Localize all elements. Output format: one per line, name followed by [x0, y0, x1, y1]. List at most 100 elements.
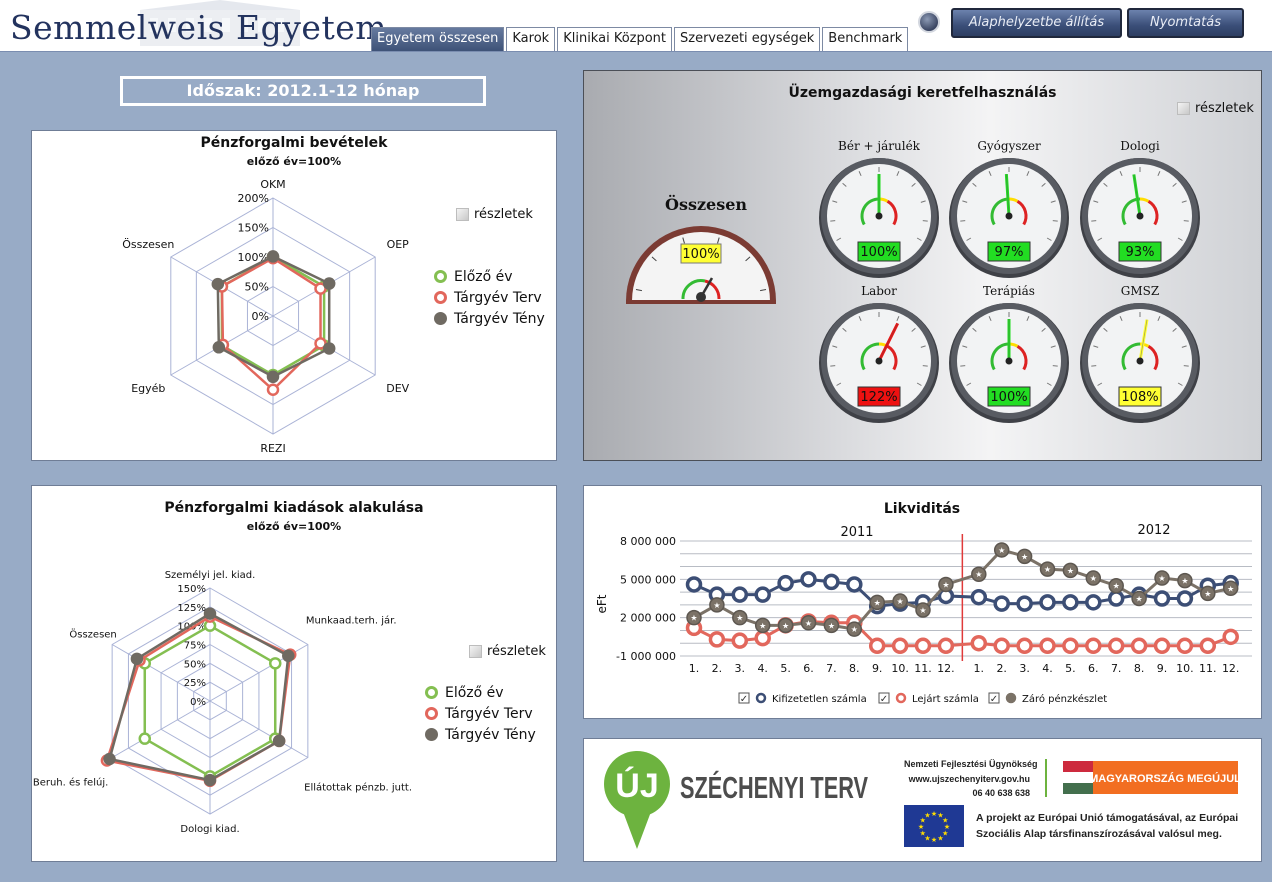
gauge-tick: [1177, 237, 1183, 241]
gauge-tick: [858, 316, 862, 322]
radar-point: [266, 370, 280, 384]
gauge-value: 93%: [1126, 245, 1155, 260]
x-tick-label: 4.: [1042, 662, 1053, 675]
star-marker-icon: ★: [897, 597, 904, 606]
liquidity-point: [938, 576, 954, 593]
gauge-tick: [966, 237, 972, 241]
building-watermark: [140, 0, 300, 46]
x-tick-label: 8.: [849, 662, 860, 675]
legend-checkbox[interactable]: [738, 692, 750, 704]
gauge-tick: [1157, 171, 1161, 177]
legend-checkbox[interactable]: [878, 692, 890, 704]
legend-marker-icon: [755, 692, 767, 704]
radar-point: [322, 342, 336, 355]
gauge-value: 97%: [995, 245, 1024, 260]
year-label-2011: 2011: [840, 525, 873, 540]
expenses-panel: Pénzforgalmi kiadások alakulása előző év…: [31, 485, 557, 862]
uj-pin-icon: [604, 751, 670, 849]
liquidity-point: [1107, 637, 1125, 655]
star-marker-icon: ★: [1136, 595, 1143, 604]
tab-benchmark[interactable]: Benchmark: [822, 27, 909, 51]
liquidity-point: [1062, 594, 1079, 611]
gauge-tick: [842, 327, 847, 332]
liquidity-panel: Likviditás 2011 2012 8 000 000 5 000 000 2 00…: [583, 485, 1262, 719]
total-gauge-label: Összesen: [665, 195, 748, 214]
gauge-tick: [1097, 382, 1103, 386]
gauge-tick: [832, 345, 838, 348]
gauge-value: 122%: [860, 390, 897, 405]
liquidity-point: [800, 615, 817, 631]
revenue-details-checkbox[interactable]: részletek: [456, 207, 533, 222]
x-tick-label: 4.: [757, 662, 768, 675]
star-marker-icon: ★: [851, 625, 858, 634]
liquidity-point: [731, 586, 749, 603]
liquidity-point: [1130, 637, 1148, 655]
tab-szervezeti-egysegek[interactable]: Szervezeti egységek: [674, 27, 821, 51]
gauge-needle-shade: [1133, 174, 1141, 217]
gauge-value-box: [857, 241, 901, 262]
gauge-tick: [858, 171, 862, 177]
reset-button[interactable]: Alaphelyzetbe állítás: [951, 8, 1122, 38]
liquidity-point: [800, 571, 817, 588]
liquidity-point: [1154, 570, 1170, 586]
gauge-value: 100%: [990, 390, 1027, 405]
total-gauge-hub: [696, 292, 706, 302]
radar-tick-label: 100%: [238, 251, 269, 264]
tab-klinikai-kozpont[interactable]: Klinikai Központ: [557, 27, 673, 51]
star-marker-icon: ★: [828, 621, 835, 630]
gauge-tick: [1097, 237, 1103, 241]
x-tick-label: 9.: [1157, 662, 1168, 675]
x-tick-label: 7.: [826, 662, 837, 675]
legend-marker-icon: [434, 312, 447, 325]
x-tick-label: 2.: [712, 662, 723, 675]
x-tick-label: 7.: [1111, 662, 1122, 675]
revenue-subtitle: előző év=100%: [246, 155, 342, 168]
gauge-tick: [1103, 182, 1108, 187]
liquidity-point: [993, 542, 1010, 558]
eu-flag-icon: ★★★★★★★★★ ★ ★★: [904, 805, 964, 847]
tab-karok[interactable]: Karok: [506, 27, 556, 51]
legend-marker-icon: [425, 728, 438, 741]
gauge-value-box: [857, 386, 901, 407]
gauge-tick: [1181, 345, 1187, 348]
liquidity-point: [937, 637, 955, 655]
liquidity-point: [846, 576, 863, 593]
star-marker-icon: ★: [1067, 566, 1074, 575]
eu-star-icon: ★: [937, 834, 943, 842]
radar-axis-label: Összesen: [122, 238, 174, 251]
expenses-legend: Előző év Tárgyév Terv Tárgyév Tény: [425, 682, 536, 745]
mm-text: MAGYARORSZÁG MEGÚJUL: [1089, 772, 1241, 785]
expenses-details-checkbox[interactable]: részletek: [469, 644, 546, 659]
gauge-tick: [1041, 327, 1046, 332]
radar-tick-label: 50%: [184, 659, 206, 670]
gauge-tick: [972, 182, 977, 187]
gauge-tick: [1177, 382, 1183, 386]
liquidity-point: [686, 609, 702, 626]
star-marker-icon: ★: [942, 580, 949, 589]
gauge-tick: [962, 200, 968, 203]
y-axis-label: eFt: [595, 594, 609, 613]
details-label: részletek: [1195, 101, 1254, 116]
liquidity-point: [1222, 628, 1239, 646]
total-gauge-red-arc: [704, 279, 721, 300]
gauge-tick: [1172, 182, 1177, 187]
check-icon: ✓: [990, 694, 998, 705]
liquidity-point: [1176, 590, 1194, 607]
liquidity-point: [868, 637, 886, 655]
radar-point: [130, 652, 144, 666]
operations-details-checkbox[interactable]: részletek: [1177, 101, 1254, 116]
print-button[interactable]: Nyomtatás: [1127, 8, 1244, 38]
revenue-radar-chart: OKM OEP DEV REZI Egyéb Összesen 200% 150% 100% 50…: [122, 178, 409, 455]
radar-point: [268, 657, 282, 670]
gauge-tick: [1183, 220, 1189, 222]
radar-point: [203, 773, 217, 787]
operations-title: Üzemgazdasági keretfelhasználás: [788, 85, 1057, 101]
liquidity-point: [1177, 572, 1193, 589]
liquidity-point: [1016, 548, 1033, 565]
radar-spoke: [111, 644, 211, 702]
tab-egyetem-osszesen[interactable]: Egyetem összesen: [371, 27, 505, 51]
radar-tick-label: 0%: [190, 697, 206, 708]
gauge-tick: [1050, 200, 1056, 203]
star-marker-icon: ★: [713, 601, 720, 610]
legend-checkbox[interactable]: [988, 692, 1000, 704]
